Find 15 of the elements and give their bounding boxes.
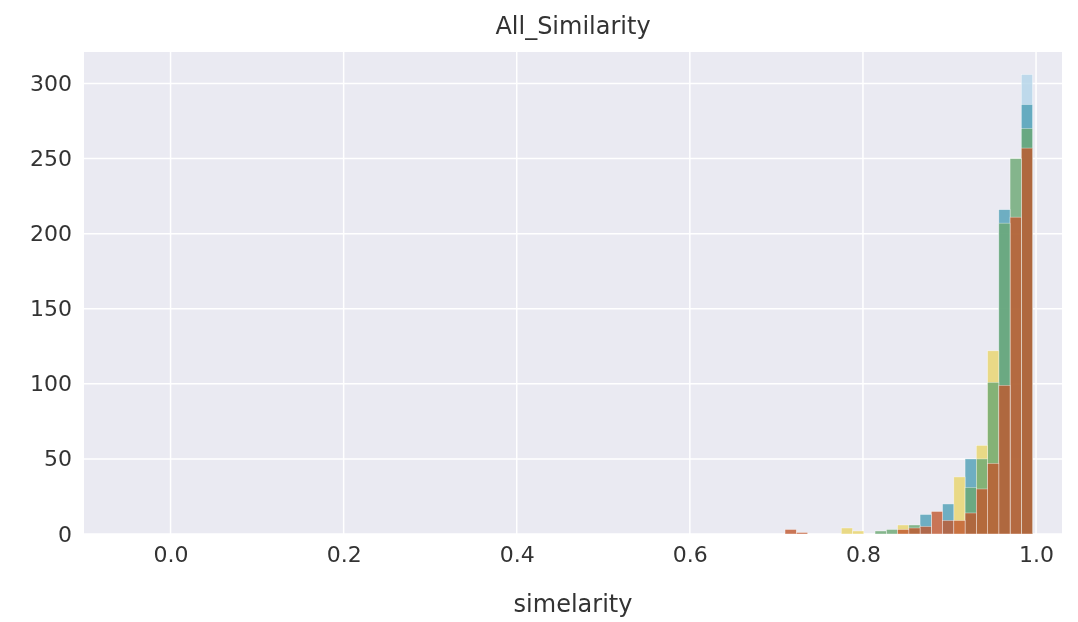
y-tick-label: 200 — [30, 221, 72, 247]
x-axis-title: simelarity — [513, 590, 633, 618]
y-tick-label: 250 — [30, 146, 72, 172]
y-tick-label: 100 — [30, 371, 72, 397]
chart-title: All_Similarity — [495, 12, 651, 40]
x-tick-label: 1.0 — [1019, 541, 1055, 567]
x-tick-label: 0.0 — [153, 541, 189, 567]
x-tick-label: 0.6 — [672, 541, 708, 567]
y-tick-label: 150 — [30, 296, 72, 322]
x-tick-label: 0.8 — [845, 541, 881, 567]
y-tick-label: 0 — [58, 521, 72, 547]
x-tick-label: 0.2 — [326, 541, 362, 567]
x-tick-label: 0.4 — [499, 541, 535, 567]
y-tick-label: 300 — [30, 71, 72, 97]
y-tick-label: 50 — [44, 446, 72, 472]
